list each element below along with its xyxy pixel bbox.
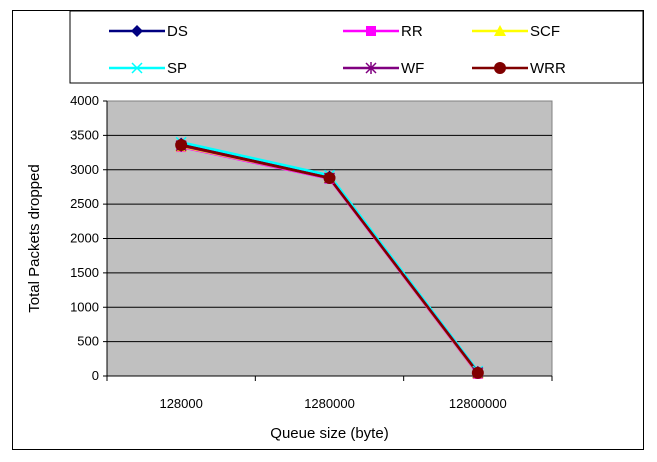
legend-item-sp: SP [109, 60, 187, 77]
series-markers [175, 136, 484, 379]
chart-frame: DS RR SCF SP WF WRR 0 500 1000 1500 2000 2500 3000 3… [12, 10, 644, 450]
legend-marker-wf [365, 62, 377, 74]
legend-label: SCF [530, 23, 560, 40]
legend-marker-scf [494, 25, 506, 36]
legend-marker-wrr [494, 62, 506, 74]
x-axis-title: Queue size (byte) [270, 425, 388, 442]
legend-box [69, 11, 643, 84]
y-tick-label: 4000 [70, 93, 99, 108]
y-tick-labels: 0 500 1000 1500 2000 2500 3000 3500 4000 [70, 93, 99, 383]
legend: DS RR SCF SP WF WRR [109, 23, 566, 77]
legend-label: RR [401, 23, 423, 40]
data-point-wrr [471, 366, 484, 379]
y-tick-label: 1500 [70, 265, 99, 280]
legend-label: WF [401, 60, 424, 77]
legend-marker-rr [366, 26, 376, 36]
legend-label: WRR [530, 60, 566, 77]
gridlines [107, 134, 552, 343]
legend-item-wrr: WRR [472, 60, 566, 77]
x-tick-label: 128000 [159, 396, 202, 411]
legend-item-rr: RR [343, 23, 423, 40]
data-point-wrr [323, 172, 336, 184]
y-tick-label: 3000 [70, 162, 99, 177]
x-tick-label: 12800000 [449, 396, 507, 411]
legend-label: SP [167, 60, 187, 77]
x-tick-labels: 128000 1280000 12800000 [159, 396, 506, 411]
legend-marker-ds [131, 25, 143, 37]
y-tick-label: 3500 [70, 127, 99, 142]
y-tick-label: 0 [92, 368, 99, 383]
legend-label: DS [167, 23, 188, 40]
y-tick-label: 1000 [70, 299, 99, 314]
y-axis-title: Total Packets dropped [26, 164, 43, 312]
data-point-wrr [175, 139, 188, 151]
y-tick-label: 2000 [70, 231, 99, 246]
legend-item-ds: DS [109, 23, 188, 40]
legend-item-scf: SCF [472, 23, 560, 40]
y-tick-label: 2500 [70, 196, 99, 211]
x-tick-label: 1280000 [304, 396, 355, 411]
line-chart: DS RR SCF SP WF WRR 0 500 1000 1500 2000 2500 3000 3… [26, 11, 643, 442]
legend-item-wf: WF [343, 60, 424, 77]
y-tick-label: 500 [77, 334, 99, 349]
legend-marker-sp [131, 62, 143, 74]
